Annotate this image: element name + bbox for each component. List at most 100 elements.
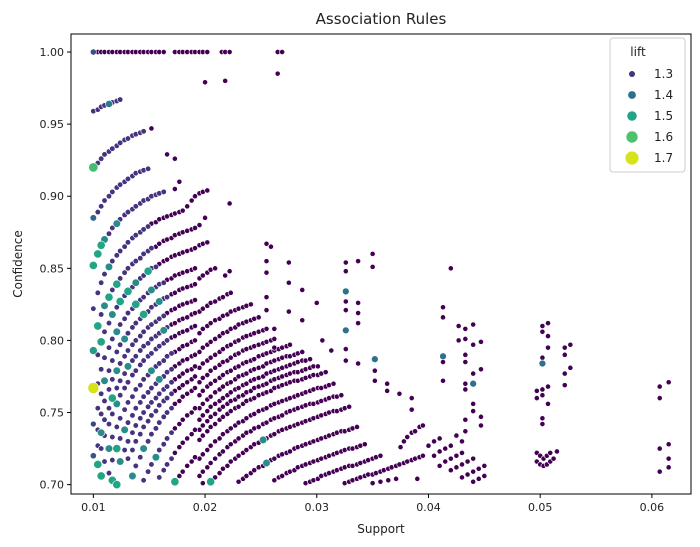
data-point: [160, 467, 167, 474]
data-point: [307, 356, 313, 363]
data-point: [330, 380, 337, 387]
data-point: [164, 337, 171, 344]
data-point: [184, 341, 191, 348]
data-point: [425, 442, 432, 449]
data-point: [171, 305, 178, 312]
data-point: [192, 454, 198, 461]
data-point: [255, 314, 262, 321]
data-point: [105, 344, 113, 351]
data-point: [202, 79, 208, 86]
data-point: [361, 441, 368, 448]
data-point: [235, 363, 242, 370]
data-point: [199, 305, 206, 312]
data-point: [408, 406, 415, 413]
data-point: [168, 379, 175, 386]
data-point: [121, 370, 128, 377]
data-point: [539, 415, 546, 422]
data-point: [117, 96, 124, 103]
data-point: [436, 448, 443, 455]
data-point: [355, 320, 361, 327]
data-point: [342, 346, 349, 352]
x-tick-label: 0.06: [640, 501, 665, 514]
data-point: [184, 435, 191, 442]
x-tick-label: 0.02: [193, 501, 218, 514]
data-point: [440, 377, 446, 384]
data-point: [98, 445, 105, 452]
data-point: [199, 272, 206, 279]
data-point: [204, 447, 211, 453]
data-point: [220, 413, 226, 420]
data-point: [274, 70, 281, 77]
data-point: [143, 266, 153, 276]
data-point: [121, 384, 128, 392]
data-point: [204, 418, 211, 425]
data-point: [235, 435, 242, 442]
data-point: [227, 354, 234, 361]
data-point: [129, 324, 136, 331]
data-point: [117, 341, 124, 348]
data-point: [442, 458, 449, 465]
data-point: [470, 370, 477, 377]
data-point: [404, 434, 411, 440]
y-tick-label: 0.95: [40, 118, 65, 131]
data-point: [271, 455, 278, 462]
data-point: [539, 354, 546, 361]
data-point: [124, 135, 132, 142]
data-point: [139, 444, 148, 453]
data-point: [121, 269, 128, 276]
data-point: [322, 369, 329, 376]
data-point: [107, 393, 117, 403]
data-point: [338, 392, 345, 399]
data-point: [414, 475, 421, 482]
data-point: [355, 300, 361, 306]
data-point: [212, 389, 219, 396]
data-point: [171, 400, 178, 407]
data-point: [440, 359, 446, 365]
data-point: [109, 357, 116, 364]
data-point: [131, 299, 141, 309]
data-point: [550, 455, 557, 462]
data-point: [192, 225, 198, 231]
data-point: [176, 421, 183, 427]
data-point: [207, 403, 214, 410]
data-point: [124, 330, 132, 337]
data-point: [251, 411, 258, 417]
data-point: [204, 428, 211, 435]
data-point: [184, 412, 191, 419]
data-point: [176, 444, 183, 451]
data-point: [124, 265, 132, 272]
legend-marker: [626, 131, 638, 143]
data-point: [104, 444, 114, 453]
data-point: [137, 347, 144, 354]
data-point: [164, 256, 170, 263]
data-point: [453, 432, 460, 439]
data-point: [227, 367, 234, 374]
data-point: [164, 383, 171, 390]
data-point: [117, 377, 124, 384]
data-point: [342, 268, 349, 275]
data-point: [271, 325, 278, 332]
data-point: [665, 455, 672, 462]
data-point: [132, 422, 139, 429]
data-point: [132, 258, 139, 265]
data-point: [656, 395, 663, 402]
data-point: [533, 395, 540, 402]
data-point: [470, 408, 477, 414]
data-point: [148, 304, 155, 311]
data-point: [117, 392, 124, 399]
data-point: [459, 474, 465, 481]
data-point: [196, 379, 203, 386]
data-point: [539, 421, 546, 427]
data-point: [355, 360, 361, 367]
data-point: [160, 312, 167, 319]
data-point: [100, 301, 109, 310]
y-axis-label: Confidence: [11, 230, 25, 297]
data-point: [192, 245, 198, 252]
data-point: [220, 448, 226, 455]
data-point: [94, 405, 101, 412]
data-point: [159, 326, 168, 335]
data-point: [439, 352, 447, 361]
data-point: [199, 360, 206, 367]
data-point: [453, 452, 460, 459]
data-point: [220, 372, 226, 378]
